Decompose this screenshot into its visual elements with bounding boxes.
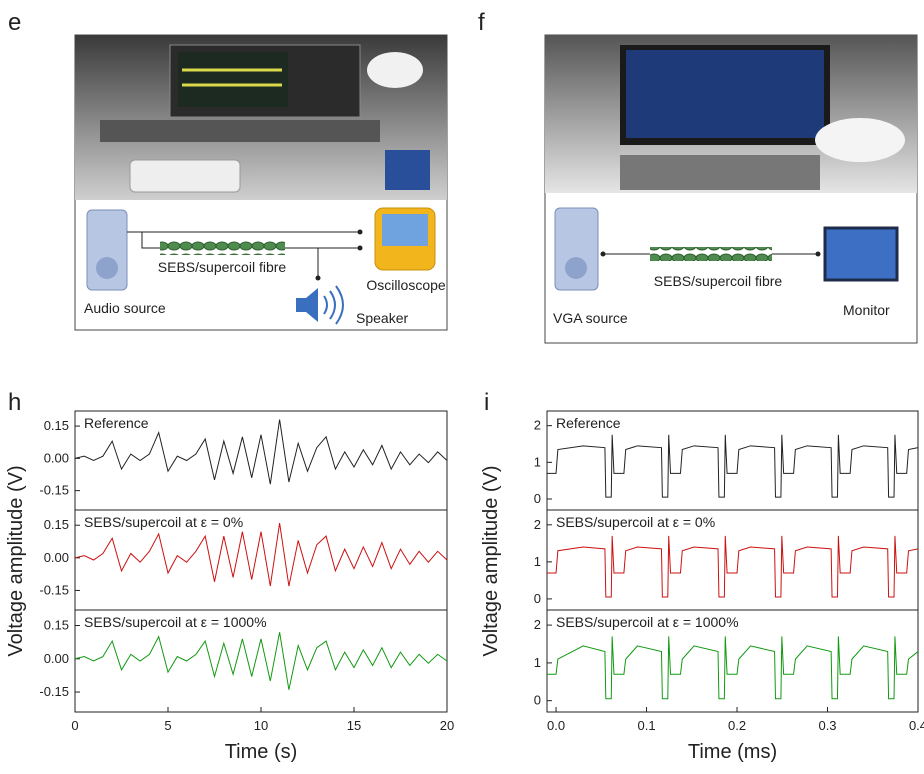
x-tick-label: 5 <box>164 718 171 733</box>
x-tick-label: 20 <box>440 718 454 733</box>
y-axis-label: Voltage amplitude (V) <box>5 465 27 656</box>
photo-screen <box>178 52 288 107</box>
fibre-label: SEBS/supercoil fibre <box>158 259 287 275</box>
y-tick-label: 1 <box>534 454 541 469</box>
y-tick-label: -0.15 <box>39 684 69 699</box>
y-tick-label: 0.15 <box>44 517 69 532</box>
y-tick-label: 0 <box>534 491 541 506</box>
subplot-label: Reference <box>556 415 621 431</box>
y-tick-label: 0.15 <box>44 418 69 433</box>
scope-label: Oscilloscope <box>366 277 446 293</box>
photo-stage <box>620 155 820 190</box>
signal-line <box>75 523 447 586</box>
wire-dot <box>358 246 363 251</box>
signal-line <box>547 636 918 698</box>
photo-phone <box>130 160 240 192</box>
x-axis-label: Time (s) <box>225 741 298 763</box>
x-axis-label: Time (ms) <box>688 741 777 763</box>
x-tick-label: 0.4 <box>909 718 924 733</box>
x-tick-label: 15 <box>347 718 361 733</box>
y-tick-label: 1 <box>534 554 541 569</box>
x-tick-label: 0.1 <box>637 718 655 733</box>
y-tick-label: 2 <box>534 418 541 433</box>
speaker-label: Speaker <box>356 310 408 326</box>
y-tick-label: 2 <box>534 517 541 532</box>
figure: e SEBS/supercoil fibre Oscilloscope Audi… <box>0 0 924 769</box>
y-axis-label: Voltage amplitude (V) <box>480 465 502 656</box>
x-tick-label: 0.0 <box>547 718 565 733</box>
signal-line <box>547 435 918 497</box>
y-tick-label: -0.15 <box>39 582 69 597</box>
panel-e: SEBS/supercoil fibre Oscilloscope Audio … <box>75 35 447 330</box>
photo-stage <box>100 120 380 142</box>
panel-label: e <box>8 9 21 36</box>
subplot-label: SEBS/supercoil at ε = 1000% <box>84 614 267 630</box>
wire-dot <box>358 230 363 235</box>
y-tick-label: -0.15 <box>39 483 69 498</box>
audio-icon <box>96 257 118 279</box>
photo-speaker <box>385 150 430 190</box>
vga-icon <box>565 257 587 279</box>
subplot-label: Reference <box>84 415 149 431</box>
photo-glove <box>367 52 423 88</box>
x-tick-label: 0.2 <box>728 718 746 733</box>
x-tick-label: 0.3 <box>818 718 836 733</box>
monitor-label: Monitor <box>843 302 890 318</box>
wire-dot <box>316 276 321 281</box>
wire-dot <box>601 252 606 257</box>
fibre-label: SEBS/supercoil fibre <box>654 273 783 289</box>
signal-line <box>547 536 918 597</box>
panel-label: i <box>484 389 489 416</box>
panel-label: h <box>8 389 21 416</box>
y-tick-label: 2 <box>534 617 541 632</box>
y-tick-label: 0.15 <box>44 618 69 633</box>
y-tick-label: 0.00 <box>44 651 69 666</box>
wire-dot <box>816 252 821 257</box>
y-tick-label: 0 <box>534 591 541 606</box>
panel-label: f <box>478 9 485 36</box>
subplot-label: SEBS/supercoil at ε = 0% <box>84 514 243 530</box>
subplot-label: SEBS/supercoil at ε = 0% <box>556 514 715 530</box>
fibre <box>650 247 772 261</box>
y-tick-label: 1 <box>534 655 541 670</box>
y-tick-label: 0 <box>534 693 541 708</box>
fibre <box>160 241 285 255</box>
panel-f: SEBS/supercoil fibre VGA source Monitor <box>545 35 917 343</box>
source-label: VGA source <box>553 310 628 326</box>
source-label: Audio source <box>84 300 166 316</box>
x-tick-label: 0 <box>71 718 78 733</box>
y-tick-label: 0.00 <box>44 550 69 565</box>
subplot-label: SEBS/supercoil at ε = 1000% <box>556 614 739 630</box>
photo-glove <box>815 118 905 162</box>
monitor-icon <box>825 228 897 280</box>
signal-line <box>75 632 447 690</box>
x-tick-label: 10 <box>254 718 268 733</box>
photo-screen <box>626 50 824 138</box>
scope-icon <box>382 214 428 246</box>
y-tick-label: 0.00 <box>44 450 69 465</box>
